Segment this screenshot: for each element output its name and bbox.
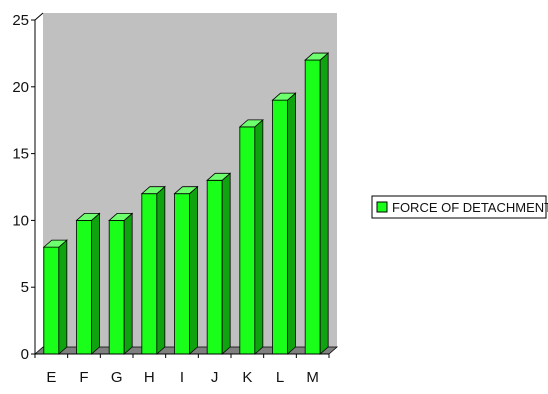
bar-front xyxy=(108,219,125,355)
y-tick-label: 20 xyxy=(12,79,29,96)
y-tick-label: 15 xyxy=(12,146,29,163)
x-tick-label-G: G xyxy=(111,369,123,386)
bar-H xyxy=(140,185,166,355)
bar-front xyxy=(206,179,223,355)
y-axis: 0 5 10 15 20 25 xyxy=(12,12,44,363)
x-tick-label-M: M xyxy=(306,369,319,386)
bar-E xyxy=(42,239,68,355)
bar-front xyxy=(76,219,92,355)
bar-front xyxy=(141,193,158,355)
bar-front xyxy=(272,99,288,355)
legend-swatch xyxy=(376,201,388,213)
bar-top xyxy=(75,212,101,221)
bar-L xyxy=(271,92,297,355)
bar-side xyxy=(221,172,231,355)
bar-front xyxy=(43,246,60,355)
bar-J xyxy=(206,172,232,355)
bar-side xyxy=(254,118,264,355)
bar-top xyxy=(42,239,68,248)
bar-top xyxy=(271,92,297,101)
bar-side xyxy=(91,212,100,355)
bar-M xyxy=(304,52,330,355)
bar-side xyxy=(156,185,166,355)
bar-side xyxy=(58,239,68,355)
x-tick-label-F: F xyxy=(79,369,88,386)
bar-top xyxy=(108,212,134,221)
y-tick-label: 0 xyxy=(21,346,29,363)
x-tick-label-K: K xyxy=(242,369,252,386)
x-tick-label-H: H xyxy=(144,369,155,386)
x-tick-label-E: E xyxy=(46,369,56,386)
bar-top xyxy=(173,186,199,195)
x-tick-label-L: L xyxy=(276,369,284,386)
bars xyxy=(42,52,330,355)
bar-front xyxy=(174,193,190,355)
x-tick-label-I: I xyxy=(180,369,184,386)
bar-F xyxy=(75,212,101,355)
bar-front xyxy=(304,59,321,355)
y-tick-label: 5 xyxy=(21,279,29,296)
y-tick-label: 25 xyxy=(12,12,29,29)
legend: FORCE OF DETACHMENT(g) xyxy=(371,195,548,219)
bar-side xyxy=(287,92,296,355)
bar-front xyxy=(239,126,256,355)
bar-top xyxy=(238,119,264,128)
bar-side xyxy=(319,52,329,355)
x-axis: E F G H I J K L M xyxy=(34,353,330,386)
y-axis-depth-line xyxy=(34,12,44,21)
bar-top xyxy=(206,172,232,181)
bar-side xyxy=(189,185,198,355)
bar-K xyxy=(238,118,264,355)
bar-G xyxy=(108,212,134,355)
legend-label: FORCE OF DETACHMENT(g) xyxy=(392,200,548,215)
bar-I xyxy=(173,185,199,355)
x-tick-label-J: J xyxy=(211,369,219,386)
bar-side xyxy=(123,212,133,355)
bar-top xyxy=(140,186,166,195)
bar-top xyxy=(304,52,330,61)
legend-box xyxy=(371,195,547,219)
y-tick-label: 10 xyxy=(12,212,29,229)
